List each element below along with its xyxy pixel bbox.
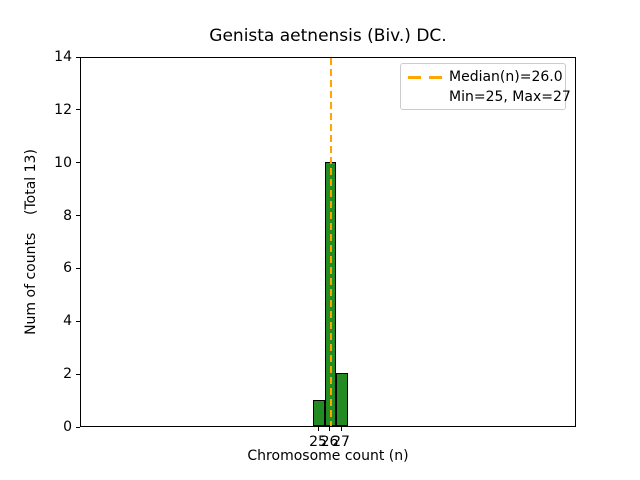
y-tick-mark: [76, 267, 80, 269]
y-tick-label: 4: [63, 313, 72, 330]
x-tick-mark: [340, 427, 342, 431]
y-tick-mark: [76, 320, 80, 322]
x-axis-label: Chromosome count (n): [247, 448, 409, 464]
legend: Median(n)=26.0 Min=25, Max=27: [400, 63, 571, 110]
y-tick-label: 14: [54, 49, 72, 65]
y-tick-mark: [76, 56, 80, 58]
median-dashed-line-icon: [408, 75, 442, 79]
x-tick-label: 25: [309, 434, 327, 450]
y-tick-label: 10: [54, 154, 72, 171]
bar-n27: [336, 373, 348, 426]
y-tick-mark: [76, 162, 80, 164]
y-tick-label: 2: [63, 366, 72, 383]
chart-title: Genista aetnensis (Biv.) DC.: [209, 26, 447, 46]
x-tick-label: 27: [332, 434, 350, 450]
y-tick-label: 8: [63, 207, 72, 224]
legend-label-median: Median(n)=26.0: [449, 69, 563, 85]
y-tick-mark: [76, 109, 80, 111]
y-tick-label: 12: [54, 101, 72, 118]
plot-area: [80, 57, 576, 427]
y-tick-mark: [76, 215, 80, 217]
median-line: [329, 58, 332, 426]
x-tick-mark: [329, 427, 330, 431]
legend-label-minmax: Min=25, Max=27: [449, 89, 571, 105]
y-tick-label: 0: [63, 419, 72, 435]
x-tick-mark: [317, 427, 319, 431]
y-tick-label: 6: [63, 260, 72, 277]
y-tick-mark: [76, 373, 80, 375]
y-axis-label: Num of counts (Total 13): [23, 149, 39, 335]
bar-n25: [313, 399, 325, 426]
dash-segment: [429, 75, 442, 79]
y-tick-mark: [76, 426, 80, 428]
dash-segment: [408, 75, 421, 79]
legend-item-minmax: Min=25, Max=27: [401, 87, 571, 107]
legend-item-median: Median(n)=26.0: [401, 67, 565, 87]
x-tick-label: 26: [320, 434, 339, 450]
